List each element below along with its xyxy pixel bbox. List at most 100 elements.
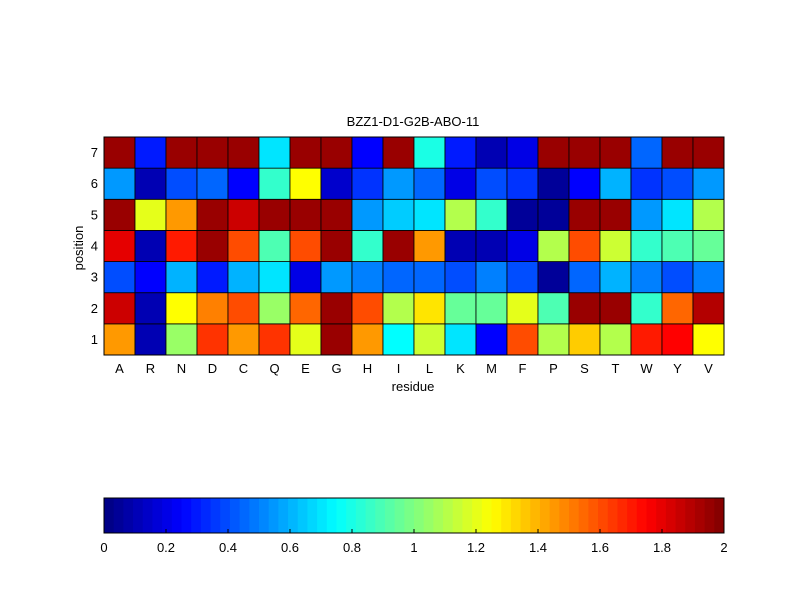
heatmap-cell bbox=[134, 261, 167, 294]
heatmap-cell bbox=[320, 292, 353, 325]
colorbar-segment bbox=[326, 498, 337, 533]
heatmap-cell bbox=[320, 230, 353, 262]
colorbar-segment bbox=[588, 498, 599, 533]
heatmap-cell bbox=[165, 292, 198, 325]
heatmap-cell bbox=[320, 198, 353, 231]
heatmap-cell bbox=[444, 261, 477, 294]
x-tick-label: P bbox=[549, 361, 558, 376]
heatmap-cell bbox=[227, 261, 260, 294]
heatmap-cell bbox=[258, 167, 291, 200]
heatmap-cell bbox=[692, 292, 725, 325]
colorbar-segment bbox=[491, 498, 502, 533]
heatmap-cell bbox=[506, 261, 539, 294]
heatmap-cell bbox=[692, 323, 725, 356]
colorbar-segment bbox=[220, 498, 231, 533]
colorbar-tick-label: 2 bbox=[720, 540, 727, 555]
heatmap-cell bbox=[227, 136, 260, 169]
colorbar-segment bbox=[520, 498, 531, 533]
x-tick-label: R bbox=[146, 361, 155, 376]
heatmap-cell bbox=[537, 292, 570, 325]
heatmap-cell bbox=[568, 323, 601, 356]
heatmap-cell bbox=[103, 136, 136, 169]
heatmap-cell bbox=[382, 261, 415, 294]
colorbar-segment bbox=[694, 498, 706, 533]
colorbar-segment bbox=[423, 498, 434, 533]
heatmap-cell bbox=[537, 230, 570, 262]
heatmap-cell bbox=[351, 292, 384, 325]
heatmap-cell bbox=[413, 230, 446, 262]
heatmap-cell bbox=[692, 167, 725, 200]
heatmap-cell bbox=[475, 167, 508, 200]
colorbar-tick-label: 0.2 bbox=[157, 540, 175, 555]
heatmap-cell bbox=[165, 323, 198, 356]
x-tick-label: Q bbox=[269, 361, 279, 376]
heatmap-cell bbox=[258, 198, 291, 231]
x-tick-label: E bbox=[301, 361, 310, 376]
heatmap-cell bbox=[134, 136, 167, 169]
heatmap-cell bbox=[320, 136, 353, 169]
colorbar-tick-label: 1.6 bbox=[591, 540, 609, 555]
heatmap-cell bbox=[289, 292, 322, 325]
heatmap-cell bbox=[692, 230, 725, 262]
heatmap-cell bbox=[413, 136, 446, 169]
heatmap-cell bbox=[413, 261, 446, 294]
plot-frame bbox=[103, 136, 725, 356]
heatmap-cell bbox=[630, 292, 663, 325]
heatmap-cell bbox=[227, 230, 260, 262]
colorbar-segment bbox=[239, 498, 250, 533]
heatmap-cell bbox=[568, 198, 601, 231]
heatmap-cell bbox=[661, 136, 694, 169]
x-tick-label: N bbox=[177, 361, 186, 376]
heatmap-cell bbox=[134, 292, 167, 325]
colorbar-segment bbox=[656, 498, 667, 533]
colorbar-segment bbox=[598, 498, 609, 533]
heatmap-cell bbox=[351, 230, 384, 262]
colorbar-segment bbox=[714, 498, 725, 533]
y-tick-label: 6 bbox=[91, 176, 98, 191]
heatmap-cell bbox=[661, 292, 694, 325]
heatmap-cell bbox=[289, 323, 322, 356]
y-tick-label: 2 bbox=[91, 301, 98, 316]
colorbar-segment bbox=[443, 498, 454, 533]
colorbar-segment bbox=[627, 498, 638, 533]
heatmap-cell bbox=[506, 230, 539, 262]
heatmap-cell bbox=[196, 167, 229, 200]
colorbar bbox=[103, 497, 725, 534]
heatmap-cell bbox=[382, 136, 415, 169]
colorbar-segment bbox=[113, 498, 124, 533]
heatmap-cell bbox=[630, 198, 663, 231]
heatmap-cell bbox=[289, 136, 322, 169]
heatmap-cell bbox=[537, 323, 570, 356]
colorbar-segment bbox=[665, 498, 677, 533]
colorbar-segment bbox=[569, 498, 580, 533]
heatmap-cell bbox=[444, 292, 477, 325]
colorbar-segment bbox=[123, 498, 134, 533]
heatmap-cell bbox=[444, 136, 477, 169]
heatmap-cell bbox=[692, 261, 725, 294]
colorbar-tick-label: 0.4 bbox=[219, 540, 237, 555]
heatmap-cell bbox=[444, 323, 477, 356]
heatmap-cell bbox=[165, 198, 198, 231]
colorbar-segment bbox=[607, 498, 618, 533]
x-tick-label: A bbox=[115, 361, 124, 376]
heatmap-cell bbox=[165, 261, 198, 294]
heatmap-cell bbox=[568, 261, 601, 294]
heatmap-cell bbox=[568, 167, 601, 200]
heatmap-cell bbox=[475, 292, 508, 325]
y-tick-label: 1 bbox=[91, 332, 98, 347]
colorbar-segment bbox=[549, 498, 560, 533]
heatmap-cell bbox=[165, 230, 198, 262]
x-tick-label: H bbox=[363, 361, 372, 376]
heatmap-cell bbox=[568, 292, 601, 325]
colorbar-segment bbox=[636, 498, 647, 533]
heatmap-cell bbox=[661, 323, 694, 356]
colorbar-segment bbox=[278, 498, 289, 533]
heatmap-cell bbox=[165, 167, 198, 200]
y-tick-label: 4 bbox=[91, 239, 98, 254]
heatmap-cells bbox=[103, 136, 725, 356]
x-tick-label: Y bbox=[673, 361, 682, 376]
colorbar-tick-label: 1.2 bbox=[467, 540, 485, 555]
heatmap-cell bbox=[568, 230, 601, 262]
